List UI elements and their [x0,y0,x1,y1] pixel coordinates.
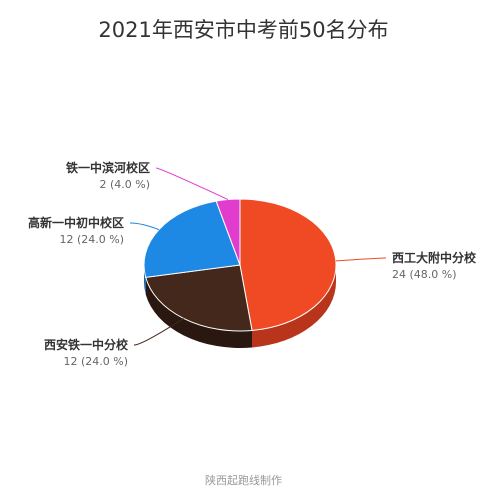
leader-line [133,317,184,346]
slice-label: 西工大附中分校 [392,250,477,265]
slice-value-label: 12 (24.0 %) [59,233,124,246]
pie-slice[interactable] [143,200,241,278]
leader-line [129,222,160,231]
footer-credit: 陕西起跑线制作 [205,474,282,487]
slice-value-label: 2 (4.0 %) [99,178,150,191]
leader-line [335,257,387,262]
slice-label: 高新一中初中校区 [28,215,124,230]
pie-slice[interactable] [215,198,241,266]
pie-slice-side [252,265,336,348]
chart-title: 2021年西安市中考前50名分布 [98,18,389,42]
slice-value-label: 24 (48.0 %) [392,268,457,281]
slice-label: 西安铁一中分校 [44,337,129,352]
leader-line [155,167,229,200]
slice-label: 铁一中滨河校区 [66,160,150,175]
slice-value-label: 12 (24.0 %) [63,355,128,368]
